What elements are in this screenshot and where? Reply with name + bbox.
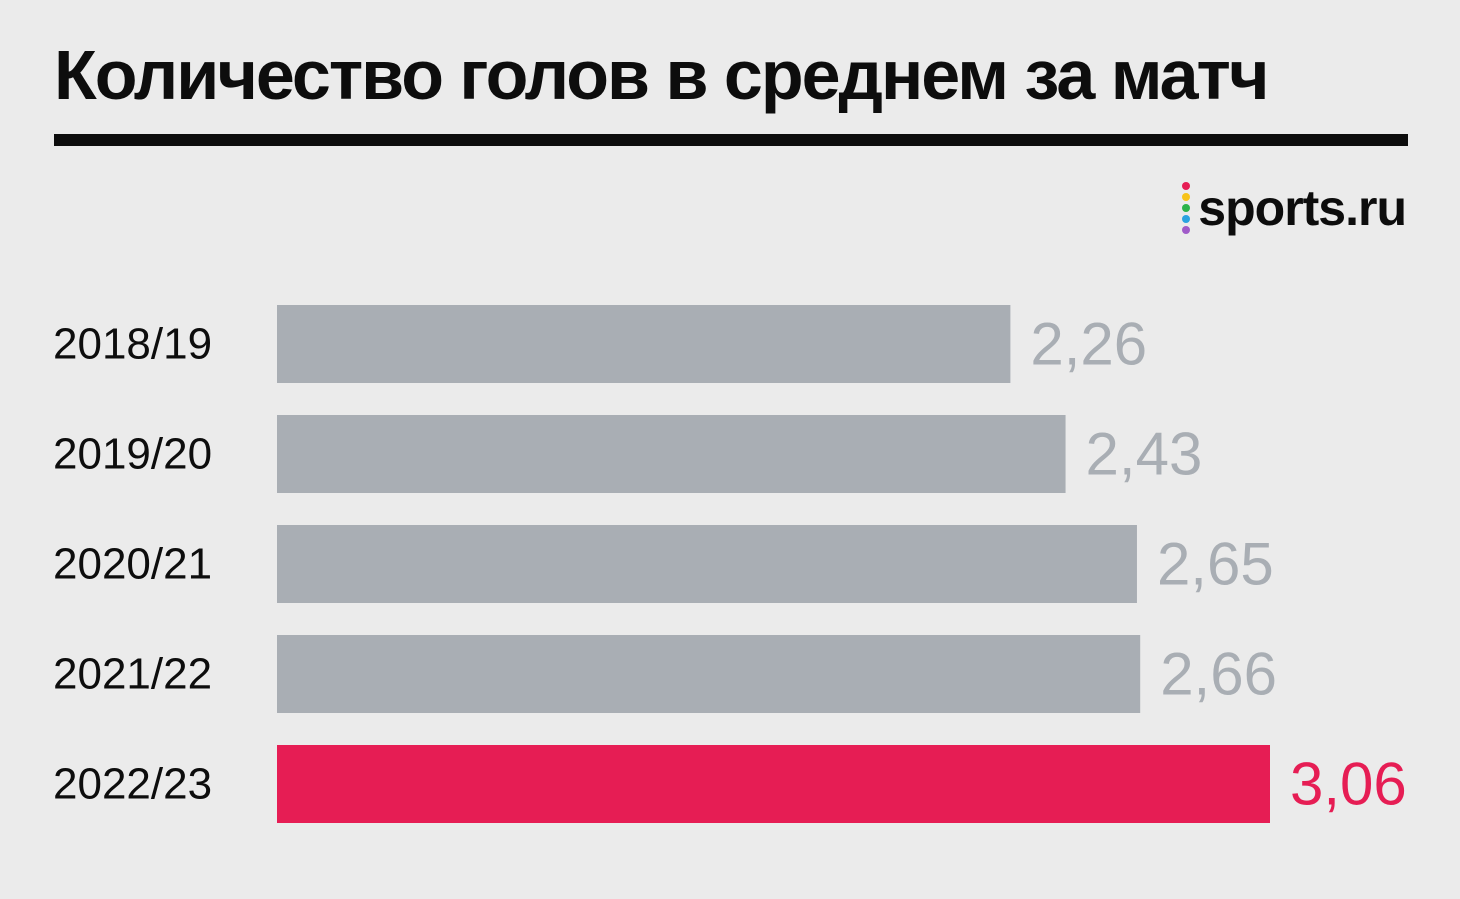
value-label: 2,65 (1157, 531, 1274, 598)
bar (277, 525, 1137, 603)
category-label: 2019/20 (53, 430, 212, 479)
logo-dot (1182, 182, 1191, 190)
bar (277, 635, 1141, 713)
category-label: 2021/22 (53, 650, 212, 699)
bar (277, 415, 1066, 493)
bar (277, 745, 1270, 823)
category-label: 2022/23 (53, 760, 212, 809)
chart-title: Количество голов в среднем за матч (54, 36, 1269, 114)
logo-dot (1182, 193, 1191, 201)
value-label: 2,66 (1160, 641, 1277, 708)
bar (277, 305, 1011, 383)
value-label: 2,43 (1086, 421, 1203, 488)
logo-dot (1182, 226, 1191, 234)
sports-ru-logo: sports.ru (1182, 178, 1407, 238)
value-label: 2,26 (1030, 311, 1147, 378)
logo-text: sports.ru (1198, 180, 1407, 236)
logo-dots-icon (1182, 182, 1191, 234)
logo-dot (1182, 215, 1191, 223)
category-label: 2018/19 (53, 320, 212, 369)
category-label: 2020/21 (53, 540, 212, 589)
value-label: 3,06 (1290, 751, 1407, 818)
title-underline (54, 134, 1408, 146)
logo-dot (1182, 204, 1191, 212)
